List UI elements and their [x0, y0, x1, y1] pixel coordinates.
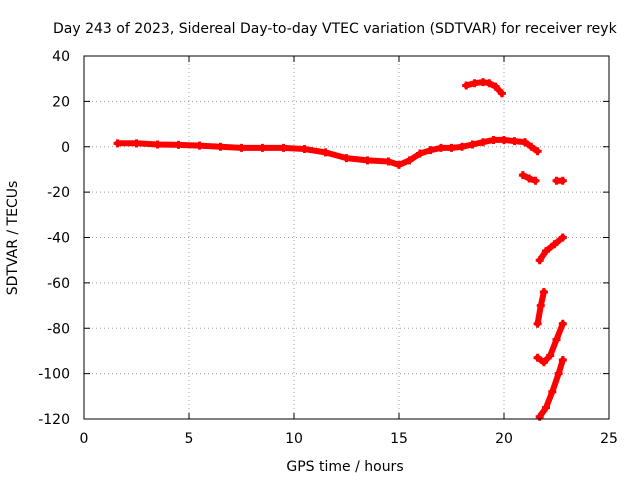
- data-point: [550, 240, 559, 249]
- x-tick-label: 20: [495, 431, 513, 447]
- data-point: [321, 148, 330, 157]
- data-point: [216, 142, 225, 151]
- x-tick-label: 5: [185, 431, 194, 447]
- data-point: [462, 81, 471, 90]
- data-point: [395, 160, 403, 169]
- y-axis-ticks: 40 20 0 -20 -40 -60 -80 -100 -120: [38, 49, 609, 428]
- chart-title: Day 243 of 2023, Sidereal Day-to-day VTE…: [53, 21, 618, 37]
- data-point: [497, 89, 506, 98]
- data-point: [468, 140, 477, 149]
- data-point: [384, 157, 393, 166]
- data-point: [558, 319, 567, 328]
- series-seg-e: [533, 287, 548, 328]
- data-point: [500, 135, 508, 144]
- x-tick-label: 25: [600, 431, 618, 447]
- data-point: [518, 171, 527, 180]
- grid-lines: [84, 56, 609, 419]
- data-point: [279, 143, 288, 152]
- data-point: [195, 141, 204, 150]
- data-point: [539, 287, 548, 296]
- data-point: [546, 351, 555, 360]
- data-point: [458, 142, 466, 151]
- data-point: [533, 147, 542, 156]
- y-tick-label: 40: [52, 49, 70, 65]
- data-point: [533, 353, 542, 362]
- data-point: [113, 139, 122, 148]
- y-tick-label: -60: [47, 276, 70, 292]
- data-point: [531, 176, 540, 185]
- y-tick-label: -20: [47, 185, 70, 201]
- data-point: [558, 233, 567, 242]
- series-seg-f: [533, 319, 567, 367]
- series-seg-c: [552, 176, 567, 185]
- data-point: [491, 82, 500, 91]
- y-tick-label: 0: [61, 140, 70, 156]
- series-arc-top: [462, 78, 506, 98]
- data-points: [113, 78, 567, 421]
- data-point: [342, 154, 351, 163]
- data-point: [536, 301, 545, 310]
- data-point: [558, 176, 567, 185]
- data-point: [300, 145, 309, 154]
- y-tick-label: 20: [52, 94, 70, 110]
- data-point: [405, 156, 414, 165]
- plot-frame: [83, 55, 610, 420]
- data-point: [525, 174, 534, 183]
- series-seg-d: [535, 233, 567, 265]
- x-tick-label: 0: [80, 431, 89, 447]
- data-point: [237, 143, 246, 152]
- data-point: [539, 358, 548, 367]
- data-point: [363, 156, 372, 165]
- data-point: [426, 146, 435, 155]
- data-point: [527, 142, 536, 151]
- data-point: [489, 135, 498, 144]
- data-point: [554, 369, 563, 378]
- data-point: [416, 149, 424, 158]
- data-point: [542, 403, 550, 412]
- y-axis-label: SDTVAR / TECUs: [5, 181, 21, 296]
- data-point: [174, 140, 183, 149]
- data-point: [132, 139, 141, 148]
- data-point: [558, 356, 567, 365]
- data-point: [470, 79, 479, 88]
- y-tick-label: -80: [47, 321, 70, 337]
- series-main: [113, 135, 529, 169]
- x-axis-ticks: 0 5 10 15 20 25: [80, 56, 618, 447]
- data-point: [153, 140, 162, 149]
- data-point: [533, 319, 542, 328]
- data-point: [258, 143, 267, 152]
- data-point: [510, 137, 519, 146]
- y-tick-label: -40: [47, 231, 70, 247]
- data-point: [535, 256, 544, 265]
- data-point: [479, 138, 487, 147]
- series-tail-a: [521, 138, 542, 156]
- x-axis-label: GPS time / hours: [286, 459, 403, 475]
- x-tick-label: 10: [285, 431, 303, 447]
- series-trace: [536, 234, 566, 264]
- x-tick-label: 15: [390, 431, 408, 447]
- series-seg-g: [535, 356, 567, 421]
- data-point: [552, 335, 561, 344]
- data-point: [542, 247, 550, 256]
- series-seg-b: [518, 171, 540, 185]
- data-point: [437, 143, 445, 152]
- data-point: [485, 79, 494, 88]
- data-point: [521, 138, 529, 147]
- data-point: [548, 387, 557, 396]
- data-point: [447, 143, 456, 152]
- y-tick-label: -120: [38, 412, 70, 428]
- y-tick-label: -100: [38, 367, 70, 383]
